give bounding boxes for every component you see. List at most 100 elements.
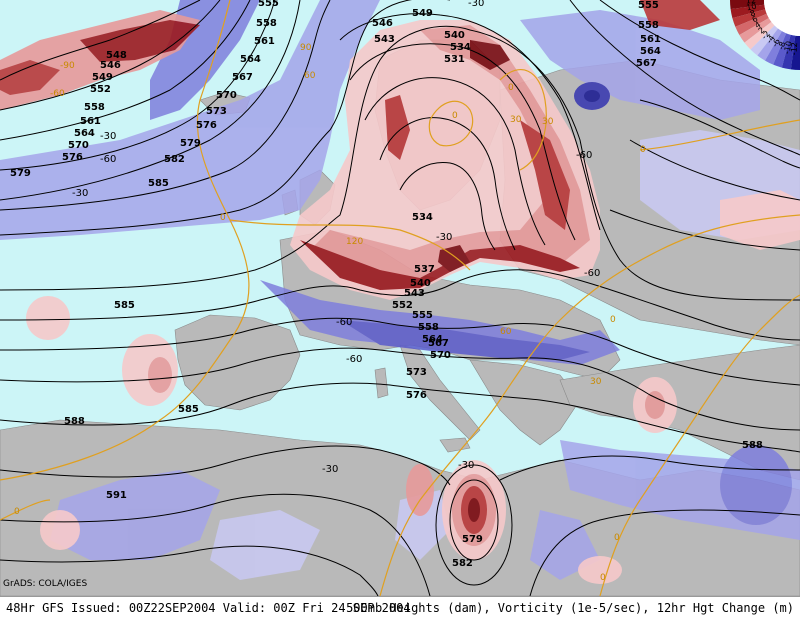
weather-map: 548 546 549 552 558 561 564 570 576 579 … xyxy=(0,0,800,596)
svg-text:-30: -30 xyxy=(100,131,116,142)
legend-wedge xyxy=(730,4,766,19)
svg-text:-30: -30 xyxy=(436,232,452,243)
legend-label: -10 xyxy=(782,40,793,55)
svg-text:582: 582 xyxy=(452,558,473,569)
legend-label: -2 xyxy=(760,29,772,41)
svg-text:0: 0 xyxy=(640,145,646,155)
legend-wedge xyxy=(744,21,775,50)
svg-text:0: 0 xyxy=(614,533,620,543)
svg-text:540: 540 xyxy=(410,278,431,289)
svg-text:-60: -60 xyxy=(346,354,362,365)
svg-text:576: 576 xyxy=(196,120,217,131)
svg-text:558: 558 xyxy=(418,322,439,333)
svg-text:567: 567 xyxy=(636,58,657,69)
svg-text:585: 585 xyxy=(114,300,135,311)
svg-text:0: 0 xyxy=(14,507,20,517)
legend-label: -8 xyxy=(776,40,787,50)
legend-wedge xyxy=(781,34,796,70)
legend-label: -12 xyxy=(789,42,799,56)
svg-text:564: 564 xyxy=(240,54,261,65)
legend-label: 4 xyxy=(753,20,762,30)
legend-label: -4 xyxy=(765,34,777,46)
svg-text:573: 573 xyxy=(406,367,427,378)
svg-text:-60: -60 xyxy=(336,317,352,328)
legend-label: 2 xyxy=(757,25,767,35)
svg-text:-60: -60 xyxy=(100,154,116,165)
svg-text:-60: -60 xyxy=(50,89,65,99)
svg-text:0: 0 xyxy=(508,83,514,93)
svg-text:60: 60 xyxy=(500,327,512,337)
svg-text:576: 576 xyxy=(406,390,427,401)
svg-text:-90: -90 xyxy=(60,61,75,71)
svg-text:30: 30 xyxy=(542,117,554,127)
svg-text:591: 591 xyxy=(106,490,127,501)
svg-text:546: 546 xyxy=(100,60,121,71)
svg-text:555: 555 xyxy=(412,310,433,321)
footer-issue-info: 48Hr GFS Issued: 00Z22SEP2004 Valid: 00Z… xyxy=(6,601,411,615)
legend-wedge xyxy=(765,31,787,65)
svg-text:549: 549 xyxy=(92,72,113,83)
svg-text:561: 561 xyxy=(254,36,275,47)
legend-wedge xyxy=(757,28,782,61)
svg-text:531: 531 xyxy=(444,54,465,65)
svg-text:0: 0 xyxy=(610,315,616,325)
svg-text:-30: -30 xyxy=(468,0,484,9)
svg-text:570: 570 xyxy=(68,140,89,151)
footer-field-description: 500mb Heights (dam), Vorticity (1e-5/sec… xyxy=(346,601,794,615)
svg-text:588: 588 xyxy=(64,416,85,427)
svg-text:0: 0 xyxy=(220,213,226,223)
svg-text:558: 558 xyxy=(84,102,105,113)
svg-text:585: 585 xyxy=(148,178,169,189)
svg-text:120: 120 xyxy=(346,237,363,247)
svg-text:534: 534 xyxy=(412,212,433,223)
svg-text:579: 579 xyxy=(462,534,483,545)
svg-text:558: 558 xyxy=(256,18,277,29)
svg-text:564: 564 xyxy=(74,128,95,139)
legend-wedge xyxy=(790,35,800,70)
svg-text:552: 552 xyxy=(90,84,111,95)
svg-text:-60: -60 xyxy=(576,150,592,161)
legend-label: 10 xyxy=(746,2,758,13)
svg-text:-30: -30 xyxy=(72,188,88,199)
legend-wedges xyxy=(730,0,800,70)
height-labels: 548 546 549 552 558 561 564 570 576 579 … xyxy=(10,0,763,569)
svg-text:543: 543 xyxy=(374,34,395,45)
svg-text:576: 576 xyxy=(62,152,83,163)
svg-text:570: 570 xyxy=(430,350,451,361)
svg-text:30: 30 xyxy=(590,377,602,387)
svg-text:588: 588 xyxy=(742,440,763,451)
legend-wedge xyxy=(739,18,772,43)
svg-text:0: 0 xyxy=(600,573,606,583)
svg-text:30: 30 xyxy=(510,115,522,125)
legend-label: -6 xyxy=(770,37,782,48)
svg-text:558: 558 xyxy=(638,20,659,31)
svg-text:573: 573 xyxy=(206,106,227,117)
svg-text:540: 540 xyxy=(444,30,465,41)
legend-center xyxy=(764,0,800,36)
svg-text:579: 579 xyxy=(180,138,201,149)
svg-text:-30: -30 xyxy=(458,460,474,471)
credit-text: GrADS: COLA/IGES xyxy=(3,579,88,589)
svg-text:579: 579 xyxy=(10,168,31,179)
svg-text:546: 546 xyxy=(372,18,393,29)
legend-wedge xyxy=(735,13,769,35)
svg-text:561: 561 xyxy=(80,116,101,127)
legend-wedge xyxy=(750,25,779,56)
svg-text:549: 549 xyxy=(412,8,433,19)
svg-text:-60: -60 xyxy=(584,268,600,279)
svg-text:555: 555 xyxy=(258,0,279,9)
svg-text:585: 585 xyxy=(178,404,199,415)
svg-text:552: 552 xyxy=(392,300,413,311)
svg-text:567: 567 xyxy=(428,338,449,349)
svg-text:582: 582 xyxy=(164,154,185,165)
svg-text:543: 543 xyxy=(404,288,425,299)
legend-label: 8 xyxy=(749,8,757,18)
svg-text:0: 0 xyxy=(452,111,458,121)
svg-text:548: 548 xyxy=(106,50,127,61)
legend-wedge xyxy=(773,33,791,68)
legend-wedge xyxy=(730,0,765,10)
footer-bar: 48Hr GFS Issued: 00Z22SEP2004 Valid: 00Z… xyxy=(0,596,800,620)
legend-label: 6 xyxy=(751,14,760,24)
height-contours xyxy=(0,0,800,596)
